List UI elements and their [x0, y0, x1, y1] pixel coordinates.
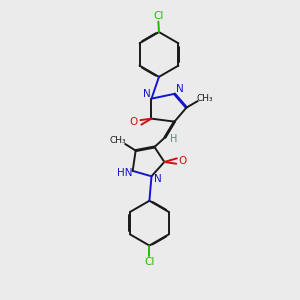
Text: H: H	[169, 134, 177, 144]
Text: Cl: Cl	[153, 11, 164, 21]
Text: CH₃: CH₃	[110, 136, 126, 145]
Text: Cl: Cl	[144, 257, 154, 267]
Text: CH₃: CH₃	[196, 94, 213, 103]
Text: O: O	[130, 117, 138, 127]
Text: HN: HN	[117, 168, 132, 178]
Text: N: N	[176, 84, 184, 94]
Text: O: O	[179, 156, 187, 166]
Text: N: N	[142, 89, 150, 99]
Text: N: N	[154, 174, 162, 184]
